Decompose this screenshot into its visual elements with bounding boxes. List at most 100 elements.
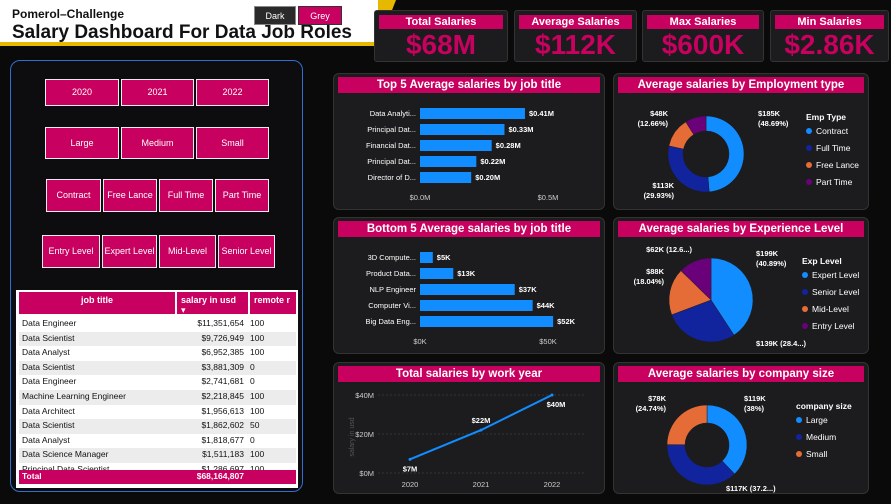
legend-title: company size — [796, 401, 852, 411]
slice-label-line: $185K — [758, 109, 781, 118]
chart-work-year-svg: salary in usd $40M $20M $0M $7M 2020 $22M 2021 $… — [349, 391, 584, 489]
slicer-exp-mid[interactable]: Mid-Level — [159, 235, 216, 268]
slice-label-line: $199K — [756, 249, 779, 258]
slicer-year-2021[interactable]: 2021 — [121, 79, 194, 106]
slice-label: $139K (28.4...) — [756, 339, 807, 348]
chart-top5-svg: Data Analyti... $0.41M Principal Dat... $0.… — [366, 108, 558, 202]
cell-remote: 50 — [250, 420, 260, 431]
data-label: $0.20M — [475, 173, 500, 182]
legend-entry: Full Time — [816, 143, 851, 153]
theme-grey-button[interactable]: Grey — [298, 6, 342, 25]
column-header-remote[interactable]: remote r — [250, 292, 296, 314]
chart-top5-card: Top 5 Average salaries by job title Data… — [333, 73, 605, 210]
theme-dark-button[interactable]: Dark — [254, 6, 296, 25]
slicer-size-small[interactable]: Small — [196, 127, 269, 159]
category-label: Big Data Eng... — [366, 317, 416, 326]
legend-entry: Large — [806, 415, 828, 425]
chart-company-size-card: Average salaries by company size $119K (3… — [613, 362, 869, 494]
data-label: $37K — [519, 285, 538, 294]
legend-entry: Expert Level — [812, 270, 859, 280]
legend-marker — [796, 451, 802, 457]
tick-label: $0K — [413, 337, 426, 346]
slice-label-line: $117K (37.2...) — [726, 484, 776, 493]
data-label: $7M — [403, 464, 418, 473]
cell-salary: $2,218,845 — [201, 390, 244, 401]
cell-remote: 0 — [250, 361, 255, 372]
pie-slice — [668, 270, 712, 316]
slicer-emp-fulltime[interactable]: Full Time — [159, 179, 213, 212]
chart-title: Average salaries by Experience Level — [618, 221, 864, 237]
table-row[interactable]: Data Architect $1,956,613 100 — [19, 404, 296, 420]
slicer-size-large[interactable]: Large — [45, 127, 119, 159]
x-tick-label: 2022 — [544, 480, 561, 489]
bar — [420, 108, 525, 119]
sort-desc-icon: ▾ — [181, 305, 186, 315]
kpi-average-salaries: Average Salaries $112K — [514, 10, 637, 62]
total-value: $68,164,807 — [196, 471, 244, 481]
table-row[interactable]: Data Analyst $1,818,677 0 — [19, 433, 296, 449]
slicer-emp-freelance[interactable]: Free Lance — [103, 179, 157, 212]
data-label: $0.33M — [508, 125, 533, 134]
slicer-size-medium[interactable]: Medium — [121, 127, 194, 159]
slicer-emp-contract[interactable]: Contract — [46, 179, 101, 212]
chart-employment-card: Average salaries by Employment type $185… — [613, 73, 869, 210]
cell-job-title: Machine Learning Engineer — [22, 390, 126, 401]
y-tick-label: $40M — [355, 391, 374, 400]
category-label: Director of D... — [368, 173, 416, 182]
column-header-job-title[interactable]: job title — [19, 292, 177, 314]
table-row[interactable]: Data Engineer $2,741,681 0 — [19, 375, 296, 390]
kpi-label: Average Salaries — [519, 15, 632, 29]
legend-marker — [806, 162, 812, 168]
slicer-exp-expert[interactable]: Expert Level — [102, 235, 157, 268]
cell-remote: 100 — [250, 449, 265, 460]
slice-label: $48K (12.66%) — [638, 109, 669, 128]
cell-job-title: Data Engineer — [22, 318, 77, 328]
table-row[interactable]: Machine Learning Engineer $2,218,845 100 — [19, 389, 296, 405]
chart-title: Total salaries by work year — [338, 366, 600, 382]
kpi-value: $2.86K — [784, 29, 875, 60]
cell-remote: 0 — [250, 434, 255, 445]
column-header-salary[interactable]: salary in usd ▾ — [177, 292, 250, 315]
kpi-max-salaries: Max Salaries $600K — [642, 10, 764, 62]
table-row[interactable]: Data Engineer $11,351,654 100 — [19, 317, 296, 332]
kpi-label: Min Salaries — [775, 15, 884, 29]
slice-label-line: (48.69%) — [758, 119, 789, 128]
slicer-year-2020[interactable]: 2020 — [45, 79, 119, 106]
kpi-total-salaries: Total Salaries $68M — [374, 10, 508, 62]
table-row[interactable]: Data Science Manager $1,511,183 100 — [19, 448, 296, 463]
tick-label: $0.0M — [410, 193, 431, 202]
table-row[interactable]: Data Scientist $3,881,309 0 — [19, 360, 296, 376]
legend-entry: Mid-Level — [812, 304, 849, 314]
slice-label-line: (18.04%) — [634, 277, 665, 286]
slicer-exp-senior[interactable]: Senior Level — [218, 235, 275, 268]
data-label: $52K — [557, 317, 576, 326]
y-tick-label: $20M — [355, 430, 374, 439]
cell-salary: $1,956,613 — [201, 405, 244, 416]
slicer-emp-parttime[interactable]: Part Time — [215, 179, 269, 212]
salary-table[interactable]: job title salary in usd ▾ remote r Data E… — [16, 290, 298, 488]
legend-marker — [802, 272, 808, 278]
cell-job-title: Data Scientist — [22, 420, 75, 431]
table-row[interactable]: Data Scientist $9,726,949 100 — [19, 331, 296, 347]
table-row[interactable]: Data Scientist $1,862,602 50 — [19, 419, 296, 434]
slice-label: $113K (29.93%) — [644, 181, 675, 200]
chart-title: Average salaries by Employment type — [618, 77, 864, 93]
total-label: Total — [22, 471, 42, 481]
cell-job-title: Data Scientist — [22, 361, 75, 372]
pie-slice — [705, 115, 745, 193]
cell-remote: 100 — [250, 463, 265, 474]
data-point — [408, 457, 412, 461]
chart-bottom5-card: Bottom 5 Average salaries by job title 3… — [333, 217, 605, 354]
bar — [420, 172, 472, 183]
chart-employment-svg: $185K (48.69%) $113K (29.93%) $48K (12.66%) Em… — [638, 109, 860, 200]
data-label: $0.22M — [480, 157, 505, 166]
data-label: $44K — [537, 301, 556, 310]
table-row[interactable]: Data Analyst $6,952,385 100 — [19, 346, 296, 361]
chart-bottom5-svg: 3D Compute... $5K Product Data... $13K NLP E… — [366, 252, 576, 346]
slice-label: $88K (18.04%) — [634, 267, 665, 286]
slicer-year-2022[interactable]: 2022 — [196, 79, 269, 106]
data-label: $22M — [472, 416, 491, 425]
data-label: $0.28M — [496, 141, 521, 150]
bar — [420, 252, 433, 263]
slicer-exp-entry[interactable]: Entry Level — [42, 235, 100, 268]
